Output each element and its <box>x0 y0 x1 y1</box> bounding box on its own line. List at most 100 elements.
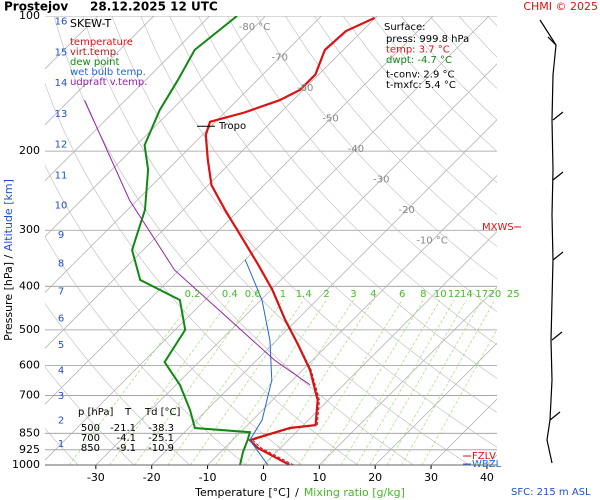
isotherm <box>45 16 378 349</box>
dry-adiabat <box>140 16 497 413</box>
table-cell: -4.1 <box>116 433 136 444</box>
altitude-label: 4 <box>58 366 64 377</box>
profile-line <box>84 99 311 386</box>
dry-adiabat <box>227 16 497 313</box>
y-tick-label: 600 <box>19 358 40 371</box>
table-cell: -38.3 <box>148 423 174 434</box>
mixing-ratio-label: 8 <box>420 289 426 300</box>
isotherm-label: -10 °C <box>416 236 448 247</box>
wind-barb <box>552 171 564 181</box>
dry-adiabat <box>45 83 358 465</box>
profile-line <box>244 259 273 465</box>
mixing-ratio-label: 17 <box>475 289 488 300</box>
isotherm <box>45 16 434 405</box>
y-tick-label: 200 <box>19 144 40 157</box>
mixing-ratio-label: 10 <box>434 289 447 300</box>
dry-adiabat <box>285 16 497 247</box>
isotherm-label: -60 <box>297 83 313 94</box>
x-tick-label: -30 <box>87 471 105 484</box>
altitude-label: 3 <box>58 391 64 402</box>
y-tick-label: 850 <box>19 426 40 439</box>
annotation-label: Tropo <box>218 121 246 132</box>
y-axis-label: Pressure [hPa] / Altitude [km] <box>2 179 15 341</box>
altitude-label: 1 <box>58 439 64 450</box>
mixing-ratio-label: 12 <box>448 289 461 300</box>
x-tick-label: 10 <box>312 471 326 484</box>
isotherm <box>45 16 490 461</box>
surface-line: press: 999.8 hPa <box>386 34 469 45</box>
mixing-ratio-line <box>68 299 193 465</box>
mixing-ratio-line <box>421 328 497 465</box>
annotation-label: MXWS <box>482 222 514 233</box>
altitude-label: 13 <box>55 109 68 120</box>
dry-adiabat <box>82 16 470 465</box>
x-tick-label: 0 <box>260 471 267 484</box>
isotherm <box>45 16 154 126</box>
table-cell: 850 <box>81 443 100 454</box>
dry-adiabat <box>198 16 497 346</box>
footer: SFC: 215 m ASL <box>511 487 591 498</box>
y-tick-label: 700 <box>19 388 40 401</box>
annotation-label: FZLV <box>472 451 496 462</box>
mixing-ratio-label: 1.4 <box>296 289 312 300</box>
dry-adiabat <box>313 16 497 216</box>
y-tick-label: 1000 <box>12 458 40 471</box>
table-cell: -10.9 <box>148 443 174 454</box>
diagram-label: SKEW-T <box>70 17 112 30</box>
y-tick-label: 400 <box>19 279 40 292</box>
altitude-label: 6 <box>58 314 64 325</box>
mixing-ratio-line <box>401 299 496 465</box>
profile-line <box>251 289 320 465</box>
mixing-ratio-line <box>109 299 231 465</box>
profile-line <box>131 16 252 465</box>
y-tick-label: 100 <box>19 9 40 22</box>
altitude-label: 14 <box>55 78 68 89</box>
profile-line <box>204 16 376 465</box>
y-axis-label-part: / <box>2 251 15 258</box>
surface-line: t-mxfc: 5.4 °C <box>386 80 456 91</box>
isotherm <box>319 286 497 465</box>
isotherm-label: -80 °C <box>239 22 271 33</box>
y-tick-label: 925 <box>19 443 40 456</box>
isotherm <box>45 16 210 182</box>
y-tick-label: 500 <box>19 323 40 336</box>
profiles <box>84 16 376 465</box>
wind-barb <box>547 36 557 46</box>
table-cell: -9.1 <box>116 443 136 454</box>
surface-line: temp: 3.7 °C <box>386 45 450 56</box>
mixing-ratio-line <box>386 299 483 465</box>
wind-barb <box>551 331 563 341</box>
table-cell: -21.1 <box>110 423 136 434</box>
table-cell: 500 <box>81 423 100 434</box>
isotherm <box>45 16 266 237</box>
table-cell: -25.1 <box>148 433 174 444</box>
wind-barb <box>552 251 564 261</box>
mixing-ratio-line <box>244 299 354 465</box>
isotherm-label: -40 <box>348 144 364 155</box>
chart-title: 28.12.2025 12 UTC <box>90 0 218 14</box>
x-axis-label-part: Mixing ratio [g/kg] <box>304 486 405 499</box>
wind-profile <box>539 19 564 464</box>
mixing-ratio-label: 14 <box>460 289 473 300</box>
x-tick-label: 20 <box>368 471 382 484</box>
mixing-ratio-line <box>266 299 374 465</box>
x-axis-label: Temperature [°C] / Mixing ratio [g/kg] <box>194 486 405 499</box>
dry-adiabat <box>45 236 247 465</box>
altitude-label: 12 <box>55 140 68 151</box>
credit: CHMI © 2025 <box>523 0 598 13</box>
isotherm-label: -20 <box>399 205 415 216</box>
mixing-ratio-line <box>356 299 455 465</box>
dry-adiabat <box>45 428 79 465</box>
altitude-label: 7 <box>58 286 64 297</box>
table-header: T <box>124 407 132 418</box>
mixing-ratio-label: 4 <box>370 289 376 300</box>
mixing-ratio-line <box>321 299 424 465</box>
background-lines <box>45 16 497 465</box>
x-axis-label-part: Temperature [°C] <box>194 486 290 499</box>
altitude-label: 9 <box>58 230 64 241</box>
isotherm <box>45 16 322 293</box>
mixing-ratio-line <box>298 299 403 465</box>
mixing-ratio-label: 1 <box>280 289 286 300</box>
